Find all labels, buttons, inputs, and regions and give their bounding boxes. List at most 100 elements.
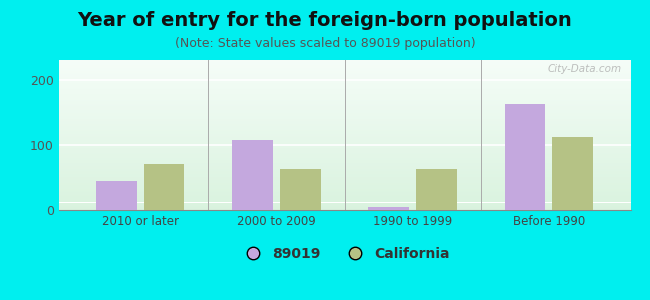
Bar bbox=[58, 96, 630, 97]
Bar bbox=[58, 198, 630, 199]
Bar bbox=[58, 117, 630, 118]
Bar bbox=[58, 71, 630, 72]
Bar bbox=[58, 192, 630, 193]
Bar bbox=[58, 185, 630, 186]
Bar bbox=[58, 109, 630, 110]
Bar bbox=[58, 115, 630, 116]
Bar bbox=[58, 169, 630, 170]
Bar bbox=[58, 69, 630, 70]
Bar bbox=[58, 83, 630, 84]
Bar bbox=[58, 119, 630, 120]
Bar bbox=[58, 81, 630, 82]
Bar bbox=[58, 80, 630, 81]
Bar bbox=[58, 74, 630, 75]
Bar bbox=[58, 201, 630, 202]
Bar bbox=[58, 127, 630, 128]
Bar bbox=[58, 103, 630, 104]
Bar bbox=[58, 136, 630, 137]
Bar bbox=[58, 128, 630, 129]
Bar bbox=[58, 120, 630, 121]
Bar bbox=[58, 140, 630, 141]
Bar bbox=[58, 122, 630, 123]
Bar bbox=[58, 199, 630, 200]
Bar bbox=[58, 189, 630, 190]
Bar bbox=[58, 187, 630, 188]
Bar bbox=[58, 63, 630, 64]
Bar bbox=[58, 203, 630, 204]
Bar bbox=[58, 153, 630, 154]
Bar bbox=[280, 169, 320, 210]
Text: City-Data.com: City-Data.com bbox=[548, 64, 622, 74]
Bar bbox=[58, 78, 630, 79]
Bar bbox=[58, 202, 630, 203]
Bar bbox=[58, 66, 630, 67]
Bar bbox=[58, 125, 630, 126]
Bar bbox=[58, 194, 630, 195]
Bar bbox=[552, 137, 593, 210]
Bar bbox=[58, 208, 630, 209]
Bar bbox=[58, 172, 630, 173]
Bar bbox=[58, 87, 630, 88]
Bar bbox=[58, 64, 630, 65]
Bar bbox=[58, 77, 630, 78]
Bar bbox=[58, 143, 630, 144]
Bar bbox=[58, 167, 630, 168]
Bar bbox=[58, 204, 630, 205]
Bar bbox=[58, 126, 630, 127]
Bar bbox=[58, 138, 630, 139]
Bar bbox=[58, 105, 630, 106]
Bar bbox=[58, 88, 630, 89]
Bar bbox=[58, 160, 630, 161]
Bar bbox=[58, 76, 630, 77]
Bar bbox=[58, 75, 630, 76]
Bar bbox=[58, 60, 630, 61]
Bar bbox=[58, 157, 630, 158]
Bar bbox=[58, 99, 630, 100]
Bar bbox=[96, 181, 136, 210]
Bar bbox=[504, 104, 545, 210]
Bar bbox=[58, 164, 630, 165]
Bar bbox=[58, 97, 630, 98]
Bar bbox=[58, 166, 630, 167]
Bar bbox=[58, 67, 630, 68]
Bar bbox=[58, 149, 630, 150]
Bar bbox=[58, 154, 630, 155]
Bar bbox=[58, 95, 630, 96]
Bar bbox=[58, 200, 630, 201]
Bar bbox=[58, 191, 630, 192]
Text: Year of entry for the foreign-born population: Year of entry for the foreign-born popul… bbox=[77, 11, 573, 29]
Bar bbox=[58, 100, 630, 101]
Bar bbox=[58, 108, 630, 109]
Bar bbox=[58, 85, 630, 86]
Bar bbox=[58, 137, 630, 138]
Bar bbox=[58, 196, 630, 197]
Bar bbox=[58, 174, 630, 175]
Bar bbox=[58, 92, 630, 93]
Bar bbox=[58, 159, 630, 160]
Legend: 89019, California: 89019, California bbox=[233, 241, 456, 266]
Bar bbox=[58, 180, 630, 181]
Bar bbox=[58, 163, 630, 164]
Bar bbox=[58, 186, 630, 187]
Bar bbox=[58, 65, 630, 66]
Bar bbox=[58, 94, 630, 95]
Bar bbox=[58, 150, 630, 151]
Bar bbox=[58, 197, 630, 198]
Bar bbox=[58, 91, 630, 92]
Bar bbox=[58, 61, 630, 62]
Bar bbox=[58, 155, 630, 156]
Bar bbox=[58, 98, 630, 99]
Bar bbox=[58, 118, 630, 119]
Bar bbox=[58, 82, 630, 83]
Bar bbox=[58, 182, 630, 183]
Bar bbox=[58, 110, 630, 111]
Bar bbox=[58, 79, 630, 80]
Bar bbox=[58, 86, 630, 87]
Bar bbox=[58, 135, 630, 136]
Bar bbox=[58, 84, 630, 85]
Bar bbox=[58, 139, 630, 140]
Bar bbox=[58, 107, 630, 108]
Bar bbox=[58, 85, 630, 86]
Bar bbox=[58, 129, 630, 130]
Bar bbox=[58, 171, 630, 172]
